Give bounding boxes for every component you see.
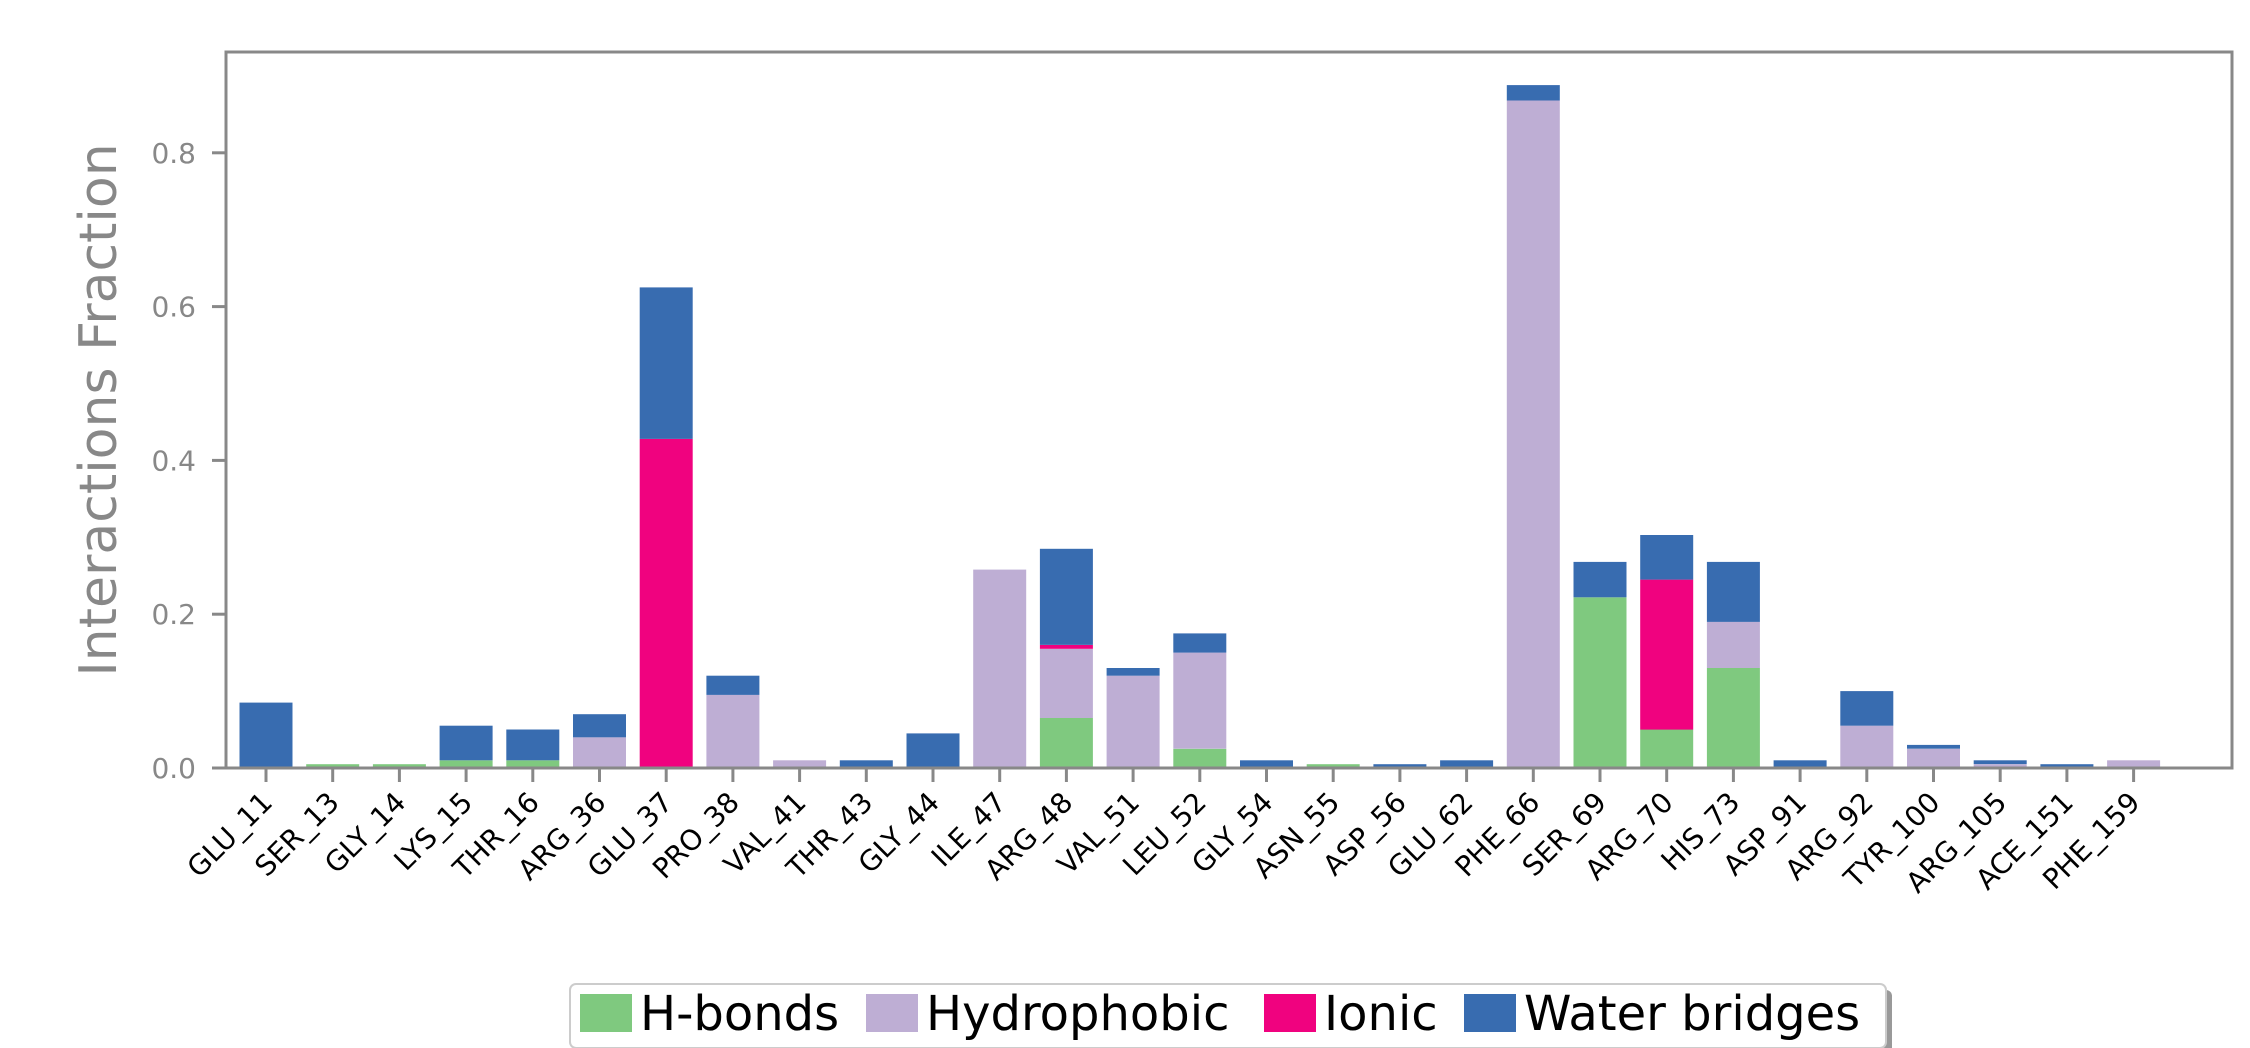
bar-segment-h-bonds [439,760,493,768]
bar-segment-water-bridges [1573,561,1627,598]
bar-segment-water-bridges [1240,760,1293,768]
bar-segment-hydrophobic [706,694,760,768]
bar-segment-h-bonds [1306,764,1360,768]
legend-label: Hydrophobic [926,986,1229,1042]
bar-segment-hydrophobic [973,569,1027,768]
y-tick-label: 0.4 [151,444,196,477]
bar-segment-h-bonds [372,764,426,768]
bar-segment-h-bonds [506,760,560,768]
bar-segment-hydrophobic [573,737,626,768]
y-tick-label: 0.8 [151,137,196,170]
bar-segment-water-bridges [1039,548,1093,645]
bar-segment-water-bridges [1973,760,2027,765]
bar-segment-h-bonds [306,764,360,768]
bar-segment-water-bridges [1173,633,1227,653]
bar-segment-hydrophobic [773,760,827,768]
bar-segment-h-bonds [1039,718,1093,768]
bar-segment-ionic [639,438,693,768]
bar-segment-hydrophobic [1706,621,1760,668]
legend: H-bonds Hydrophobic Ionic Water bridges [569,983,1892,1048]
legend-swatch [580,994,632,1032]
bar-segment-water-bridges [639,287,693,439]
legend-label: Ionic [1324,986,1438,1042]
bar-segment-hydrophobic [1106,675,1160,768]
bar-segment-water-bridges [1506,85,1560,101]
bar-segment-h-bonds [1173,748,1227,768]
bar-segment-hydrophobic [1039,648,1093,718]
bar-segment-hydrophobic [1840,725,1894,768]
bar-segment-hydrophobic [2107,760,2161,768]
bar-segment-water-bridges [1640,535,1694,580]
legend-swatch [866,994,918,1032]
y-tick-label: 0.0 [151,752,196,785]
bar-segment-h-bonds [1706,668,1760,768]
legend-label: H-bonds [640,986,839,1042]
bar-segment-water-bridges [1106,668,1160,676]
bar-segment-hydrophobic [1973,764,2027,768]
plot-area-frame [224,50,2234,770]
bar-segment-water-bridges [1440,760,1494,768]
bar-segment-water-bridges [239,702,293,768]
x-axis: GLU_11SER_13GLY_14LYS_15THR_16ARG_36GLU_… [181,768,2147,899]
y-axis-title: Interactions Fraction [69,143,129,676]
bar-segment-water-bridges [1840,691,1894,726]
bar-segment-hydrophobic [1506,100,1560,768]
y-tick-label: 0.6 [151,291,196,324]
bar-segment-h-bonds [1640,729,1694,768]
legend-swatch [1264,994,1316,1032]
bar-segment-water-bridges [506,729,560,761]
bar-segment-water-bridges [439,725,493,761]
bar-segment-water-bridges [906,733,960,768]
legend-swatch [1464,994,1516,1032]
y-axis: 0.0 0.2 0.4 0.6 0.8 [151,137,226,785]
bar-segment-water-bridges [1706,561,1760,622]
bar-segment-water-bridges [573,714,626,738]
bars-group [239,85,2161,768]
legend-label: Water bridges [1524,986,1860,1042]
bar-segment-h-bonds [1573,597,1627,768]
bar-segment-water-bridges [2040,764,2094,768]
bar-segment-hydrophobic [1907,748,1960,768]
bar-segment-ionic [1640,579,1694,730]
bar-segment-water-bridges [1773,760,1827,768]
bar-segment-water-bridges [1373,764,1427,768]
y-tick-label: 0.2 [151,598,196,631]
bar-segment-ionic [1039,645,1093,649]
bar-segment-water-bridges [839,760,893,768]
bar-segment-water-bridges [1907,744,1960,749]
bar-segment-water-bridges [706,675,760,695]
bar-segment-hydrophobic [1173,652,1227,749]
